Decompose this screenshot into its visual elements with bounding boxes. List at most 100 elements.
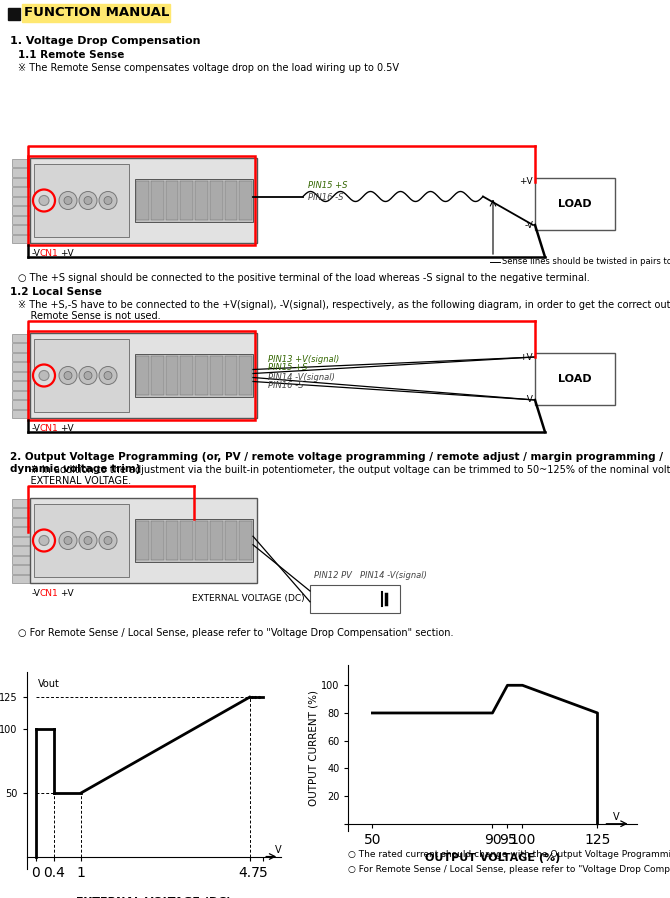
Circle shape [104, 536, 112, 544]
Bar [22, 4, 170, 22]
Text: PIN13 +V(signal): PIN13 +V(signal) [268, 355, 339, 364]
Text: PIN14 -V(signal): PIN14 -V(signal) [268, 373, 335, 382]
Bar [12, 546, 30, 555]
Bar [239, 357, 252, 395]
Bar [12, 169, 30, 177]
Bar [224, 521, 237, 559]
Bar [224, 357, 237, 395]
Bar [12, 382, 30, 390]
Circle shape [64, 372, 72, 380]
Bar [535, 353, 615, 405]
Bar [135, 519, 253, 562]
Bar [210, 521, 222, 559]
Text: CN1: CN1 [40, 424, 59, 433]
Text: ○ For Remote Sense / Local Sense, please refer to "Voltage Drop Compensation" se: ○ For Remote Sense / Local Sense, please… [18, 628, 454, 638]
Bar [12, 234, 30, 243]
Bar [30, 158, 257, 243]
Bar [180, 181, 193, 220]
Text: LOAD: LOAD [558, 374, 592, 384]
Text: CN1: CN1 [40, 249, 59, 258]
Bar [135, 354, 253, 397]
Bar [30, 498, 257, 583]
Bar [30, 333, 257, 418]
Bar [195, 521, 208, 559]
Text: PIN16 -S: PIN16 -S [308, 192, 344, 201]
Bar [12, 401, 30, 409]
Circle shape [84, 372, 92, 380]
Bar [12, 362, 30, 371]
Text: 1. Voltage Drop Compensation: 1. Voltage Drop Compensation [10, 36, 200, 46]
Text: ※ The Remote Sense compensates voltage drop on the load wiring up to 0.5V: ※ The Remote Sense compensates voltage d… [18, 63, 399, 73]
Circle shape [84, 197, 92, 205]
Text: +V: +V [60, 589, 74, 598]
Circle shape [39, 371, 49, 381]
Bar [12, 499, 30, 507]
Text: PIN12 PV: PIN12 PV [314, 571, 352, 580]
Text: ※ The +S,-S have to be connected to the +V(signal), -V(signal), respectively, as: ※ The +S,-S have to be connected to the … [18, 300, 670, 310]
Bar [151, 521, 163, 559]
Text: EXTERNAL VOLTAGE.: EXTERNAL VOLTAGE. [18, 476, 131, 486]
Text: ○ The rated current should change with the Output Voltage Programming accordingl: ○ The rated current should change with t… [348, 850, 670, 859]
Text: ※ In addition to the adjustment via the built-in potentiometer, the output volta: ※ In addition to the adjustment via the … [18, 465, 670, 475]
Circle shape [99, 366, 117, 384]
Bar [310, 585, 400, 613]
Text: Remote Sense is not used.: Remote Sense is not used. [18, 311, 161, 321]
Bar [12, 518, 30, 526]
Bar [210, 357, 222, 395]
Text: V: V [612, 812, 619, 822]
Text: +V: +V [519, 353, 533, 362]
Bar [12, 188, 30, 196]
Circle shape [84, 536, 92, 544]
Text: +V: +V [519, 178, 533, 187]
Circle shape [39, 535, 49, 545]
Circle shape [59, 532, 77, 550]
Bar [12, 207, 30, 215]
Bar [12, 565, 30, 574]
Text: -V: -V [32, 249, 41, 258]
Bar [224, 181, 237, 220]
Circle shape [64, 536, 72, 544]
Bar [210, 181, 222, 220]
Bar [136, 357, 149, 395]
Circle shape [104, 372, 112, 380]
Bar [12, 527, 30, 536]
Bar [34, 164, 129, 237]
Circle shape [104, 197, 112, 205]
Circle shape [59, 191, 77, 209]
Bar [136, 181, 149, 220]
Text: +V: +V [60, 424, 74, 433]
Circle shape [33, 530, 55, 551]
Text: PIN16 -S: PIN16 -S [268, 381, 304, 390]
Text: OUTPUT VOLTAGE (%): OUTPUT VOLTAGE (%) [425, 852, 560, 863]
Text: PIN15 +S: PIN15 +S [268, 363, 308, 372]
Circle shape [99, 532, 117, 550]
Text: 1.2 Local Sense: 1.2 Local Sense [10, 287, 102, 297]
Bar [135, 180, 253, 222]
Y-axis label: OUTPUT CURRENT (%): OUTPUT CURRENT (%) [308, 690, 318, 806]
Text: +V: +V [60, 249, 74, 258]
Circle shape [39, 196, 49, 206]
Text: EXTERNAL VOLTAGE (DC): EXTERNAL VOLTAGE (DC) [76, 897, 232, 898]
Bar [12, 556, 30, 564]
Circle shape [99, 191, 117, 209]
Bar [12, 537, 30, 545]
Bar [151, 181, 163, 220]
Text: 1.1 Remote Sense: 1.1 Remote Sense [18, 50, 125, 60]
Bar [12, 353, 30, 361]
Bar [195, 357, 208, 395]
Text: ○ For Remote Sense / Local Sense, please refer to "Voltage Drop Compensation" se: ○ For Remote Sense / Local Sense, please… [348, 865, 670, 874]
Bar [12, 225, 30, 233]
Bar [12, 575, 30, 583]
Text: EXTERNAL VOLTAGE (DC): EXTERNAL VOLTAGE (DC) [192, 594, 305, 603]
Text: -V: -V [32, 424, 41, 433]
Bar [12, 197, 30, 206]
Bar [180, 521, 193, 559]
Bar [151, 357, 163, 395]
Bar [12, 508, 30, 517]
Bar [12, 409, 30, 418]
Bar [34, 339, 129, 412]
Bar [165, 181, 178, 220]
Bar [28, 331, 255, 420]
Text: FUNCTION MANUAL: FUNCTION MANUAL [24, 6, 170, 20]
Bar [239, 181, 252, 220]
